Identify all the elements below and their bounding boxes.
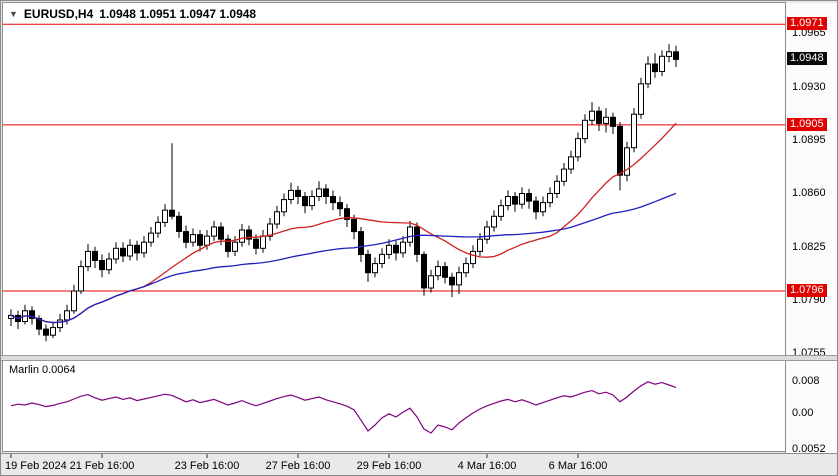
- price-level-badge: 1.0796: [787, 284, 827, 297]
- time-axis-label: 4 Mar 16:00: [457, 460, 517, 472]
- price-tick-label: 1.0965: [792, 27, 826, 40]
- indicator-axis[interactable]: 0.008 0.00 0.0052: [786, 361, 837, 455]
- price-tick-label: 1.0825: [792, 240, 826, 253]
- chart-header: ▼ EURUSD,H4 1.0948 1.0951 1.0947 1.0948: [9, 7, 256, 21]
- price-tick-label: 1.0895: [792, 134, 826, 147]
- price-tick-label: 1.0860: [792, 187, 826, 200]
- time-axis-label: 29 Feb 16:00: [356, 460, 422, 472]
- price-chart-canvas[interactable]: [3, 3, 785, 355]
- symbol-marker-icon: ▼: [9, 9, 18, 19]
- indicator-panel: Marlin 0.0064: [3, 361, 785, 451]
- price-chart-panel: ▼ EURUSD,H4 1.0948 1.0951 1.0947 1.0948: [3, 3, 785, 355]
- price-axis[interactable]: 1.0965 1.0930 1.0895 1.0860 1.0825 1.0790 1.07…: [785, 3, 837, 453]
- time-axis-label: 23 Feb 16:00: [174, 460, 240, 472]
- indicator-axis-label: 0.00: [792, 407, 814, 419]
- indicator-axis-label: 0.0052: [792, 443, 826, 455]
- ohlc-quote-label: 1.0948 1.0951 1.0947 1.0948: [99, 7, 257, 21]
- price-level-badge: 1.0971: [787, 17, 827, 31]
- time-axis-label: 19 Feb 2024: [5, 460, 67, 472]
- indicator-name-label: Marlin 0.0064: [9, 364, 76, 376]
- price-tick-label: 1.0790: [792, 294, 826, 307]
- symbol-timeframe-label: EURUSD,H4: [23, 7, 94, 21]
- panel-splitter[interactable]: [1, 355, 837, 361]
- time-axis-label: 6 Mar 16:00: [548, 460, 608, 472]
- indicator-axis-label: 0.008: [792, 375, 820, 387]
- price-level-badge: 1.0948: [787, 52, 827, 66]
- price-level-badge: 1.0905: [787, 117, 827, 131]
- time-axis-label: 27 Feb 16:00: [265, 460, 331, 472]
- time-axis-ticks: [10, 454, 579, 458]
- price-tick-label: 1.0930: [792, 80, 826, 93]
- time-axis-label: 21 Feb 16:00: [69, 460, 135, 472]
- time-axis[interactable]: 19 Feb 2024 21 Feb 16:00 23 Feb 16:00 27 Fe…: [1, 453, 837, 475]
- indicator-canvas[interactable]: [3, 361, 785, 451]
